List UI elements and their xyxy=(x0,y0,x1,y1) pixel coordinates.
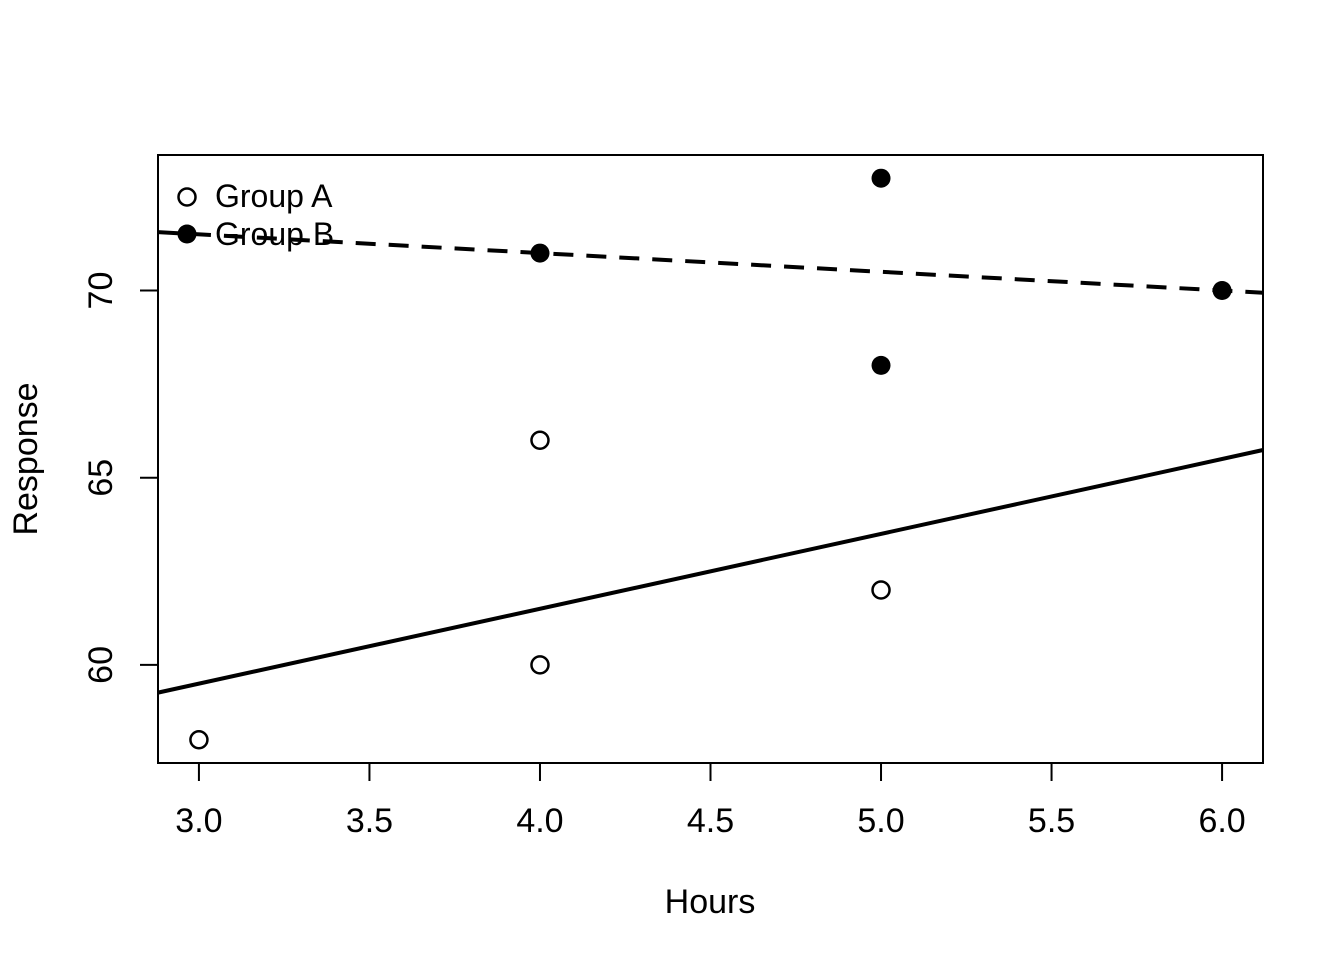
data-point-group-a xyxy=(530,430,550,451)
x-tick-label: 4.0 xyxy=(516,802,563,840)
fit-line-dashed xyxy=(157,230,1264,295)
plot-border xyxy=(157,154,1264,764)
fit-line-solid xyxy=(157,448,1264,695)
x-axis-title: Hours xyxy=(665,883,756,921)
data-point-group-b xyxy=(1212,281,1232,301)
y-tick-label: 60 xyxy=(82,646,120,684)
fit-lines-layer xyxy=(157,230,1264,695)
x-tick-label: 6.0 xyxy=(1198,802,1245,840)
y-tick-label: 65 xyxy=(82,459,120,497)
y-axis-title: Response xyxy=(7,382,45,535)
legend: Group A Group B xyxy=(177,178,334,252)
x-tick-label: 5.5 xyxy=(1028,802,1075,840)
legend-marker-filled-circle-icon xyxy=(177,224,197,244)
legend-label-group-a: Group A xyxy=(215,178,333,214)
x-tick-label: 3.5 xyxy=(346,802,393,840)
data-point-group-a xyxy=(530,655,550,675)
axis-ticks-layer: 3.0 3.5 4.0 4.5 5.0 5.5 6.0 60 65 70 xyxy=(82,272,1246,840)
data-point-group-b xyxy=(530,243,550,263)
x-tick-label: 3.0 xyxy=(175,802,222,840)
legend-marker-open-circle-icon xyxy=(177,187,197,207)
legend-label-group-b: Group B xyxy=(215,216,334,252)
x-tick-label: 5.0 xyxy=(857,802,904,840)
y-tick-label: 70 xyxy=(82,272,120,310)
x-tick-label: 4.5 xyxy=(687,802,734,840)
data-points-layer xyxy=(189,168,1232,750)
data-point-group-a xyxy=(189,730,209,750)
data-point-group-b xyxy=(871,168,891,188)
data-point-group-b xyxy=(871,355,891,375)
data-point-group-a xyxy=(871,580,891,600)
